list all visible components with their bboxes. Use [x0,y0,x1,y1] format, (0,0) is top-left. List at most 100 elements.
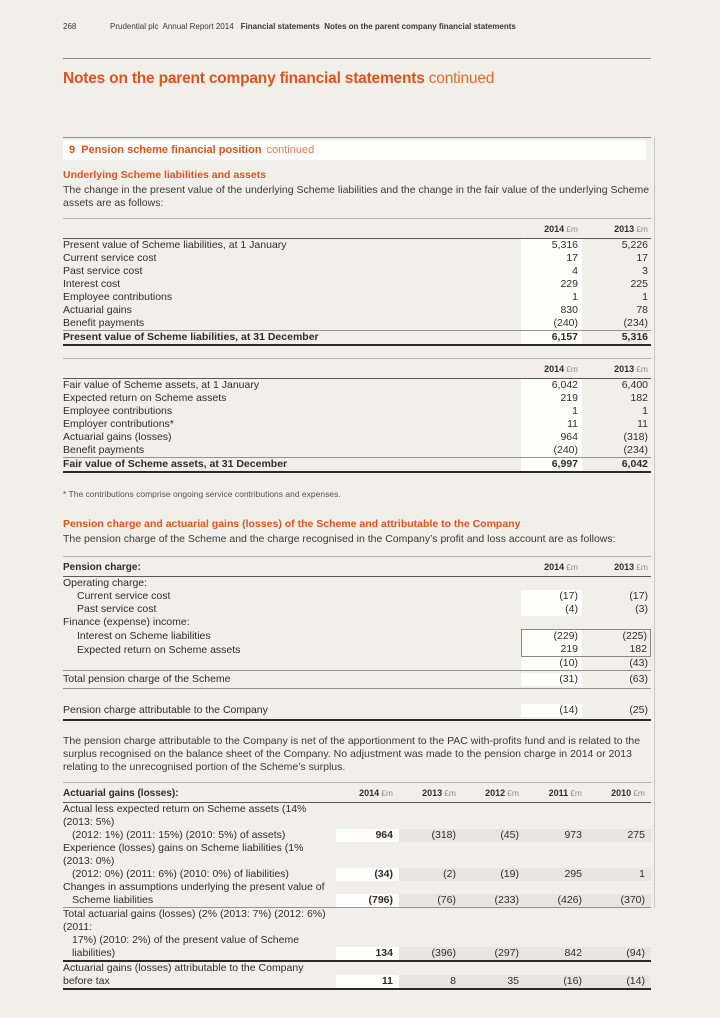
table-cell: 17 [521,252,582,265]
table-cell: 11 [336,975,399,988]
breadcrumb: Financial statements Notes on the parent… [240,22,516,31]
table-row: Expected return on Scheme assets 219 182 [63,643,651,657]
table-rule [63,907,651,908]
table-row: Employer contributions* 11 11 [63,418,651,431]
row-label: Employer contributions* [63,418,174,430]
table-cell: 11 [637,418,648,430]
footnote-marker: * [63,489,67,499]
table-row: Benefit payments (240) (234) [63,317,651,330]
table-cell: 3 [642,265,648,277]
table-header-row: Actuarial gains (losses): 2014 £m 2013 £m 201… [63,783,651,802]
table-rule [63,378,651,379]
column-header: 2013 £m [614,224,648,234]
subheading-pension-charge: Pension charge and actuarial gains (loss… [63,518,521,530]
table-row: Interest on Scheme liabilities (229) (225) [63,629,651,643]
subheading-underlying: Underlying Scheme liabilities and assets [63,169,267,181]
row-label: Finance (expense) income: [63,616,190,628]
column-header: 2011 £m [548,788,582,798]
table-cell: (17) [521,590,582,603]
row-label: Current service cost [63,252,157,264]
table-cell: 1 [642,405,648,417]
table-rule [63,457,651,458]
table-cell: (318) [623,431,648,443]
row-label: Actuarial gains (losses) [63,431,172,443]
table-rule [63,238,651,239]
table-row: Fair value of Scheme assets, at 31 Decem… [63,458,651,471]
row-label: Current service cost [77,590,171,602]
section-title-suffix: continued [266,144,315,156]
row-label: Employee contributions [63,291,173,303]
table-cell: (63) [629,673,648,685]
table-cell: 6,042 [621,458,648,470]
table-cell: (17) [629,590,648,602]
column-divider [654,138,655,908]
liabilities-table: 2014 £m 2013 £m Present value of Scheme liab… [63,218,651,346]
table-rule [63,670,651,671]
table-row: Benefit payments (240) (234) [63,444,651,457]
table-cell: 17 [636,252,648,264]
column-header: 2014 £m [544,562,578,572]
report-name: Prudential plc Annual Report 2014 [110,22,234,31]
table-cell: (25) [629,704,648,716]
divider [63,58,651,59]
table-cell: (370) [588,894,651,907]
table-cell: 134 [336,947,399,960]
table-cell: 6,997 [521,458,582,471]
row-label: Present value of Scheme liabilities, at … [63,239,287,251]
table-row: Changes in assumptions underlying the pr… [63,881,651,907]
table-rule [63,576,651,577]
page-number: 268 [63,22,77,31]
row-label: Interest on Scheme liabilities [77,630,211,642]
table-cell: 182 [582,643,651,657]
table-row: Total pension charge of the Scheme (31) (6… [63,671,651,688]
table-cell: (229) [521,629,582,643]
row-label: Total actuarial gains (losses) (2% (2013… [63,908,326,959]
row-label: Actuarial gains [63,304,132,316]
charge-note-paragraph: The pension charge attributable to the C… [63,735,641,773]
row-label: Interest cost [63,278,121,290]
page-title: Notes on the parent company financial st… [63,70,495,87]
table-cell: (297) [462,947,525,960]
table-rule [63,218,651,219]
table-rule [63,471,651,473]
table-cell: (14) [521,704,582,717]
table-cell: 1 [588,868,651,881]
table-row: Actuarial gains (losses) attributable to… [63,962,651,988]
table-row: Interest cost 229 225 [63,278,651,291]
table-row: Pension charge attributable to the Compa… [63,702,651,719]
table-cell: (225) [582,629,651,643]
column-header: 2013 £m [614,364,648,374]
table-cell: (240) [521,444,582,457]
table-cell: 219 [521,392,582,405]
row-label: Expected return on Scheme assets [77,644,241,656]
table-cell: 5,316 [621,331,648,343]
table-cell: 1 [521,291,582,304]
table-cell: 6,400 [621,379,648,391]
table-rule [63,802,651,803]
table-rule [63,988,651,990]
column-header: 2014 £m [544,224,578,234]
intro-paragraph: The change in the present value of the u… [63,184,650,209]
row-label: Fair value of Scheme assets, at 1 Januar… [63,379,260,391]
column-header: 2014 £m [359,788,393,798]
table-cell: 5,316 [521,239,582,252]
table-row: Employee contributions 1 1 [63,291,651,304]
row-label: Employee contributions [63,405,173,417]
table-row: Experience (losses) gains on Scheme liab… [63,842,651,881]
column-header: 2012 £m [485,788,519,798]
table-cell: (396) [399,947,462,960]
row-label: Past service cost [63,265,143,277]
table-cell: 219 [521,643,582,657]
column-header: 2013 £m [422,788,456,798]
table-rule [63,344,651,346]
table-cell: 35 [462,975,525,988]
actuarial-gains-table: Actuarial gains (losses): 2014 £m 2013 £m 201… [63,782,651,990]
table-row: Actuarial gains 830 78 [63,304,651,317]
table-cell: (796) [336,894,399,907]
row-label: Operating charge: [63,577,148,589]
table-cell: (318) [399,829,462,842]
table-header-label: Actuarial gains (losses): [63,788,179,799]
column-header: 2010 £m [611,788,645,798]
table-cell: 4 [521,265,582,278]
footnote: * The contributions comprise ongoing ser… [63,489,660,500]
